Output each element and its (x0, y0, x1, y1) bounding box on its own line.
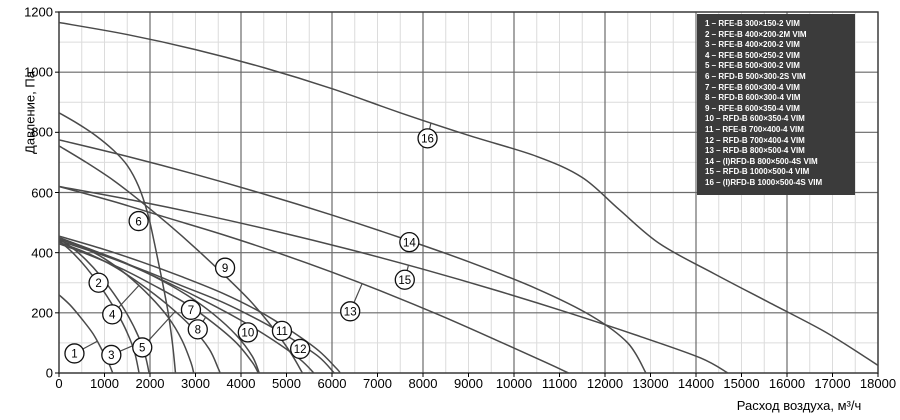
x-tick-label: 13000 (632, 376, 669, 391)
legend-item-14: 14 – (I)RFD-B 800×500-4S VIM (705, 156, 818, 166)
curve-13 (59, 185, 570, 373)
curve-marker-7: 7 (180, 299, 202, 320)
y-tick-label: 800 (31, 124, 53, 140)
x-tick-label: 11000 (541, 376, 578, 391)
x-tick-label: 17000 (814, 376, 851, 391)
legend-item-4: 4 – RFE-B 500×250-2 VIM (705, 50, 800, 60)
svg-text:7: 7 (188, 305, 194, 317)
y-tick-label: 1000 (24, 64, 53, 80)
svg-text:11: 11 (276, 326, 288, 338)
legend-item-7: 7 – RFE-B 600×300-4 VIM (705, 82, 800, 92)
x-tick-label: 16000 (768, 376, 806, 391)
svg-text:8: 8 (195, 325, 201, 337)
curve-16 (59, 21, 878, 367)
legend-item-13: 13 – RFD-B 800×500-4 VIM (705, 146, 805, 156)
curve-marker-3: 3 (101, 344, 122, 366)
x-tick-label: 2000 (135, 376, 165, 391)
svg-text:16: 16 (421, 134, 434, 146)
curve-14 (59, 139, 647, 373)
legend-item-2: 2 – RFE-B 400×200-2M VIM (705, 29, 807, 39)
legend-item-5: 5 – RFE-B 500×300-2 VIM (705, 61, 800, 71)
x-tick-label: 6000 (317, 376, 347, 391)
svg-text:15: 15 (398, 275, 411, 287)
x-axis-label: Расход воздуха, м³/ч (736, 398, 862, 413)
x-tick-label: 10000 (495, 376, 533, 391)
chart-legend: 1 – RFE-B 300×150-2 VIM 2 – RFE-B 400×200… (697, 14, 855, 195)
svg-text:2: 2 (95, 278, 101, 290)
legend-item-6: 6 – RFD-B 500×300-2S VIM (705, 71, 806, 81)
svg-text:9: 9 (222, 263, 228, 275)
svg-text:4: 4 (109, 310, 116, 322)
svg-text:10: 10 (241, 328, 254, 340)
svg-text:3: 3 (108, 350, 114, 362)
curve-marker-2: 2 (88, 272, 109, 293)
curve-marker-11: 11 (271, 320, 293, 342)
y-tick-label: 0 (45, 365, 53, 381)
curve-11 (59, 235, 341, 373)
curve-marker-16: 16 (417, 128, 438, 149)
svg-text:5: 5 (139, 343, 145, 355)
curve-6 (59, 112, 177, 373)
legend-item-9: 9 – RFE-B 600×350-4 VIM (705, 103, 800, 113)
legend-item-12: 12 – RFD-B 700×400-4 VIM (705, 135, 805, 145)
curve-marker-6: 6 (128, 210, 149, 232)
x-tick-label: 15000 (723, 376, 760, 391)
svg-text:1: 1 (71, 349, 77, 361)
curve-marker-15: 15 (394, 269, 415, 290)
x-tick-label: 5000 (272, 376, 301, 391)
curve-marker-13: 13 (340, 301, 361, 322)
x-tick-label: 8000 (408, 376, 438, 391)
y-tick-label: 200 (31, 305, 53, 321)
curve-marker-8: 8 (187, 319, 208, 340)
x-tick-label: 18000 (859, 376, 897, 391)
legend-item-3: 3 – RFE-B 400×200-2 VIM (705, 40, 800, 50)
curve-marker-9: 9 (214, 257, 236, 278)
curve-marker-5: 5 (132, 337, 153, 358)
x-tick-label: 12000 (586, 376, 624, 391)
legend-item-10: 10 – RFD-B 600×350-4 VIM (705, 114, 805, 124)
x-tick-label: 4000 (226, 376, 256, 391)
x-tick-label: 3000 (181, 376, 210, 391)
x-tick-label: 7000 (363, 376, 392, 391)
svg-text:6: 6 (135, 216, 141, 228)
legend-item-11: 11 – RFE-B 700×400-4 VIM (705, 124, 804, 134)
svg-text:13: 13 (344, 307, 357, 319)
legend-item-15: 15 – RFD-B 1000×500-4 VIM (705, 167, 810, 177)
curve-marker-1: 1 (64, 343, 85, 364)
curve-marker-12: 12 (289, 338, 311, 360)
curve-12 (59, 239, 336, 373)
y-tick-label: 1200 (24, 4, 53, 20)
x-tick-label: 9000 (454, 376, 483, 391)
curve-marker-10: 10 (237, 322, 258, 343)
legend-item-8: 8 – RFD-B 600×300-4 VIM (705, 93, 801, 103)
svg-text:12: 12 (294, 344, 307, 356)
legend-item-1: 1 – RFE-B 300×150-2 VIM (705, 19, 800, 28)
curve-marker-14: 14 (399, 231, 420, 253)
x-tick-label: 1000 (90, 376, 119, 391)
curve-15 (59, 185, 729, 373)
y-tick-label: 400 (31, 245, 53, 261)
legend-item-16: 16 – (I)RFD-B 1000×500-4S VIM (705, 177, 823, 187)
curve-marker-4: 4 (102, 304, 123, 325)
svg-text:14: 14 (403, 237, 416, 249)
x-tick-label: 0 (55, 376, 63, 391)
y-tick-label: 600 (31, 185, 53, 200)
x-tick-label: 14000 (677, 376, 715, 391)
